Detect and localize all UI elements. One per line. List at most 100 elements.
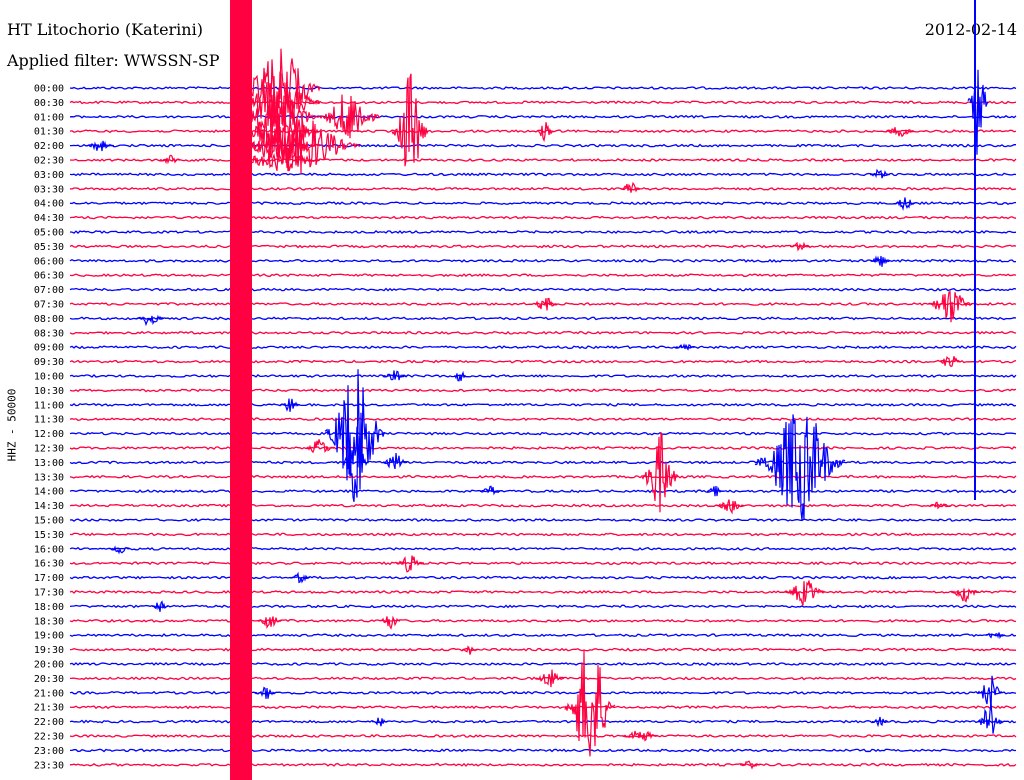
row-time-label: 00:30 (34, 98, 64, 109)
trace-line (69, 734, 1017, 738)
event-burst (619, 181, 641, 193)
event-burst (109, 545, 131, 555)
event-burst (984, 632, 1006, 640)
row-time-label: 23:30 (34, 760, 64, 771)
row-time-label: 19:00 (34, 631, 64, 642)
trace-line (69, 100, 1017, 105)
trace-line (69, 647, 1016, 652)
trace-line (69, 86, 1017, 90)
event-burst (279, 398, 301, 412)
event-burst (86, 140, 115, 152)
event-burst (379, 615, 401, 630)
trace-layer (69, 86, 1017, 767)
trace-line (69, 762, 1017, 767)
row-time-label: 11:00 (34, 400, 64, 411)
event-layer (86, 0, 1006, 780)
event-burst (159, 154, 180, 165)
row-time-label: 21:00 (34, 688, 64, 699)
row-time-label: 23:00 (34, 746, 64, 757)
row-time-label: 00:00 (34, 84, 64, 95)
row-time-label: 01:00 (34, 112, 64, 123)
row-time-label: 14:00 (34, 487, 64, 498)
event-burst (536, 122, 554, 143)
trace-line (69, 460, 1017, 465)
event-burst (869, 168, 891, 179)
trace-line (69, 489, 1017, 494)
event-burst (715, 499, 745, 515)
trace-line (69, 287, 1017, 292)
row-time-label: 06:00 (34, 256, 64, 267)
event-burst (641, 432, 679, 513)
event-burst (564, 650, 616, 757)
row-time-label: 21:30 (34, 703, 64, 714)
row-time-label: 12:00 (34, 429, 64, 440)
row-time-label: 16:00 (34, 544, 64, 555)
row-time-label: 14:30 (34, 501, 64, 512)
trace-line (69, 431, 1017, 436)
trace-line (69, 532, 1017, 537)
event-burst (939, 355, 961, 367)
event-burst (784, 580, 826, 606)
trace-line (69, 705, 1017, 710)
trace-line (69, 359, 1017, 364)
row-time-label: 13:30 (34, 472, 64, 483)
row-time-label: 15:00 (34, 516, 64, 527)
event-burst (532, 297, 558, 311)
row-time-label: 03:00 (34, 170, 64, 181)
trace-line (69, 215, 1017, 220)
event-burst (395, 555, 425, 573)
event-burst (871, 716, 889, 728)
trace-line (69, 258, 1017, 263)
event-burst (305, 439, 335, 454)
row-time-label: 12:30 (34, 444, 64, 455)
row-time-label: 07:00 (34, 285, 64, 296)
trace-line (69, 172, 1017, 177)
row-time-label: 15:30 (34, 530, 64, 541)
row-time-label: 20:30 (34, 674, 64, 685)
row-time-label: 04:00 (34, 199, 64, 210)
event-burst (382, 370, 408, 381)
trace-line (69, 345, 1017, 350)
row-time-label: 22:00 (34, 717, 64, 728)
event-burst (257, 616, 282, 630)
trace-line (69, 330, 1017, 335)
row-time-label: 07:30 (34, 300, 64, 311)
event-burst (239, 116, 361, 175)
event-burst (739, 760, 761, 770)
row-time-label: 10:30 (34, 386, 64, 397)
row-time-label: 20:00 (34, 660, 64, 671)
trace-line (69, 186, 1017, 191)
trace-line (69, 388, 1017, 393)
event-burst (289, 571, 311, 584)
trace-line (69, 575, 1017, 580)
event-burst (706, 486, 724, 497)
event-burst (461, 645, 479, 655)
trace-line (69, 719, 1017, 724)
trace-line (69, 201, 1017, 206)
row-time-label: 17:30 (34, 588, 64, 599)
saturated-coda (230, 0, 252, 780)
row-time-label: 09:30 (34, 357, 64, 368)
trace-line (69, 402, 1017, 407)
row-time-label: 02:00 (34, 141, 64, 152)
row-time-label: 08:00 (34, 314, 64, 325)
event-burst (929, 501, 950, 510)
event-burst (319, 94, 381, 139)
row-time-label: 05:30 (34, 242, 64, 253)
trace-line (69, 158, 1017, 162)
trace-line (69, 518, 1017, 522)
event-burst (967, 69, 989, 155)
event-burst (391, 73, 429, 167)
event-burst (135, 314, 165, 327)
event-burst (674, 343, 696, 351)
trace-line (69, 604, 1017, 609)
event-burst (977, 675, 1003, 710)
row-time-label: 09:00 (34, 343, 64, 354)
trace-line (69, 474, 1017, 479)
row-time-label: 01:30 (34, 127, 64, 138)
event-burst (535, 669, 565, 688)
row-time-label: 18:30 (34, 616, 64, 627)
event-burst (239, 71, 321, 135)
row-time-label: 05:00 (34, 228, 64, 239)
trace-line (69, 244, 1017, 249)
